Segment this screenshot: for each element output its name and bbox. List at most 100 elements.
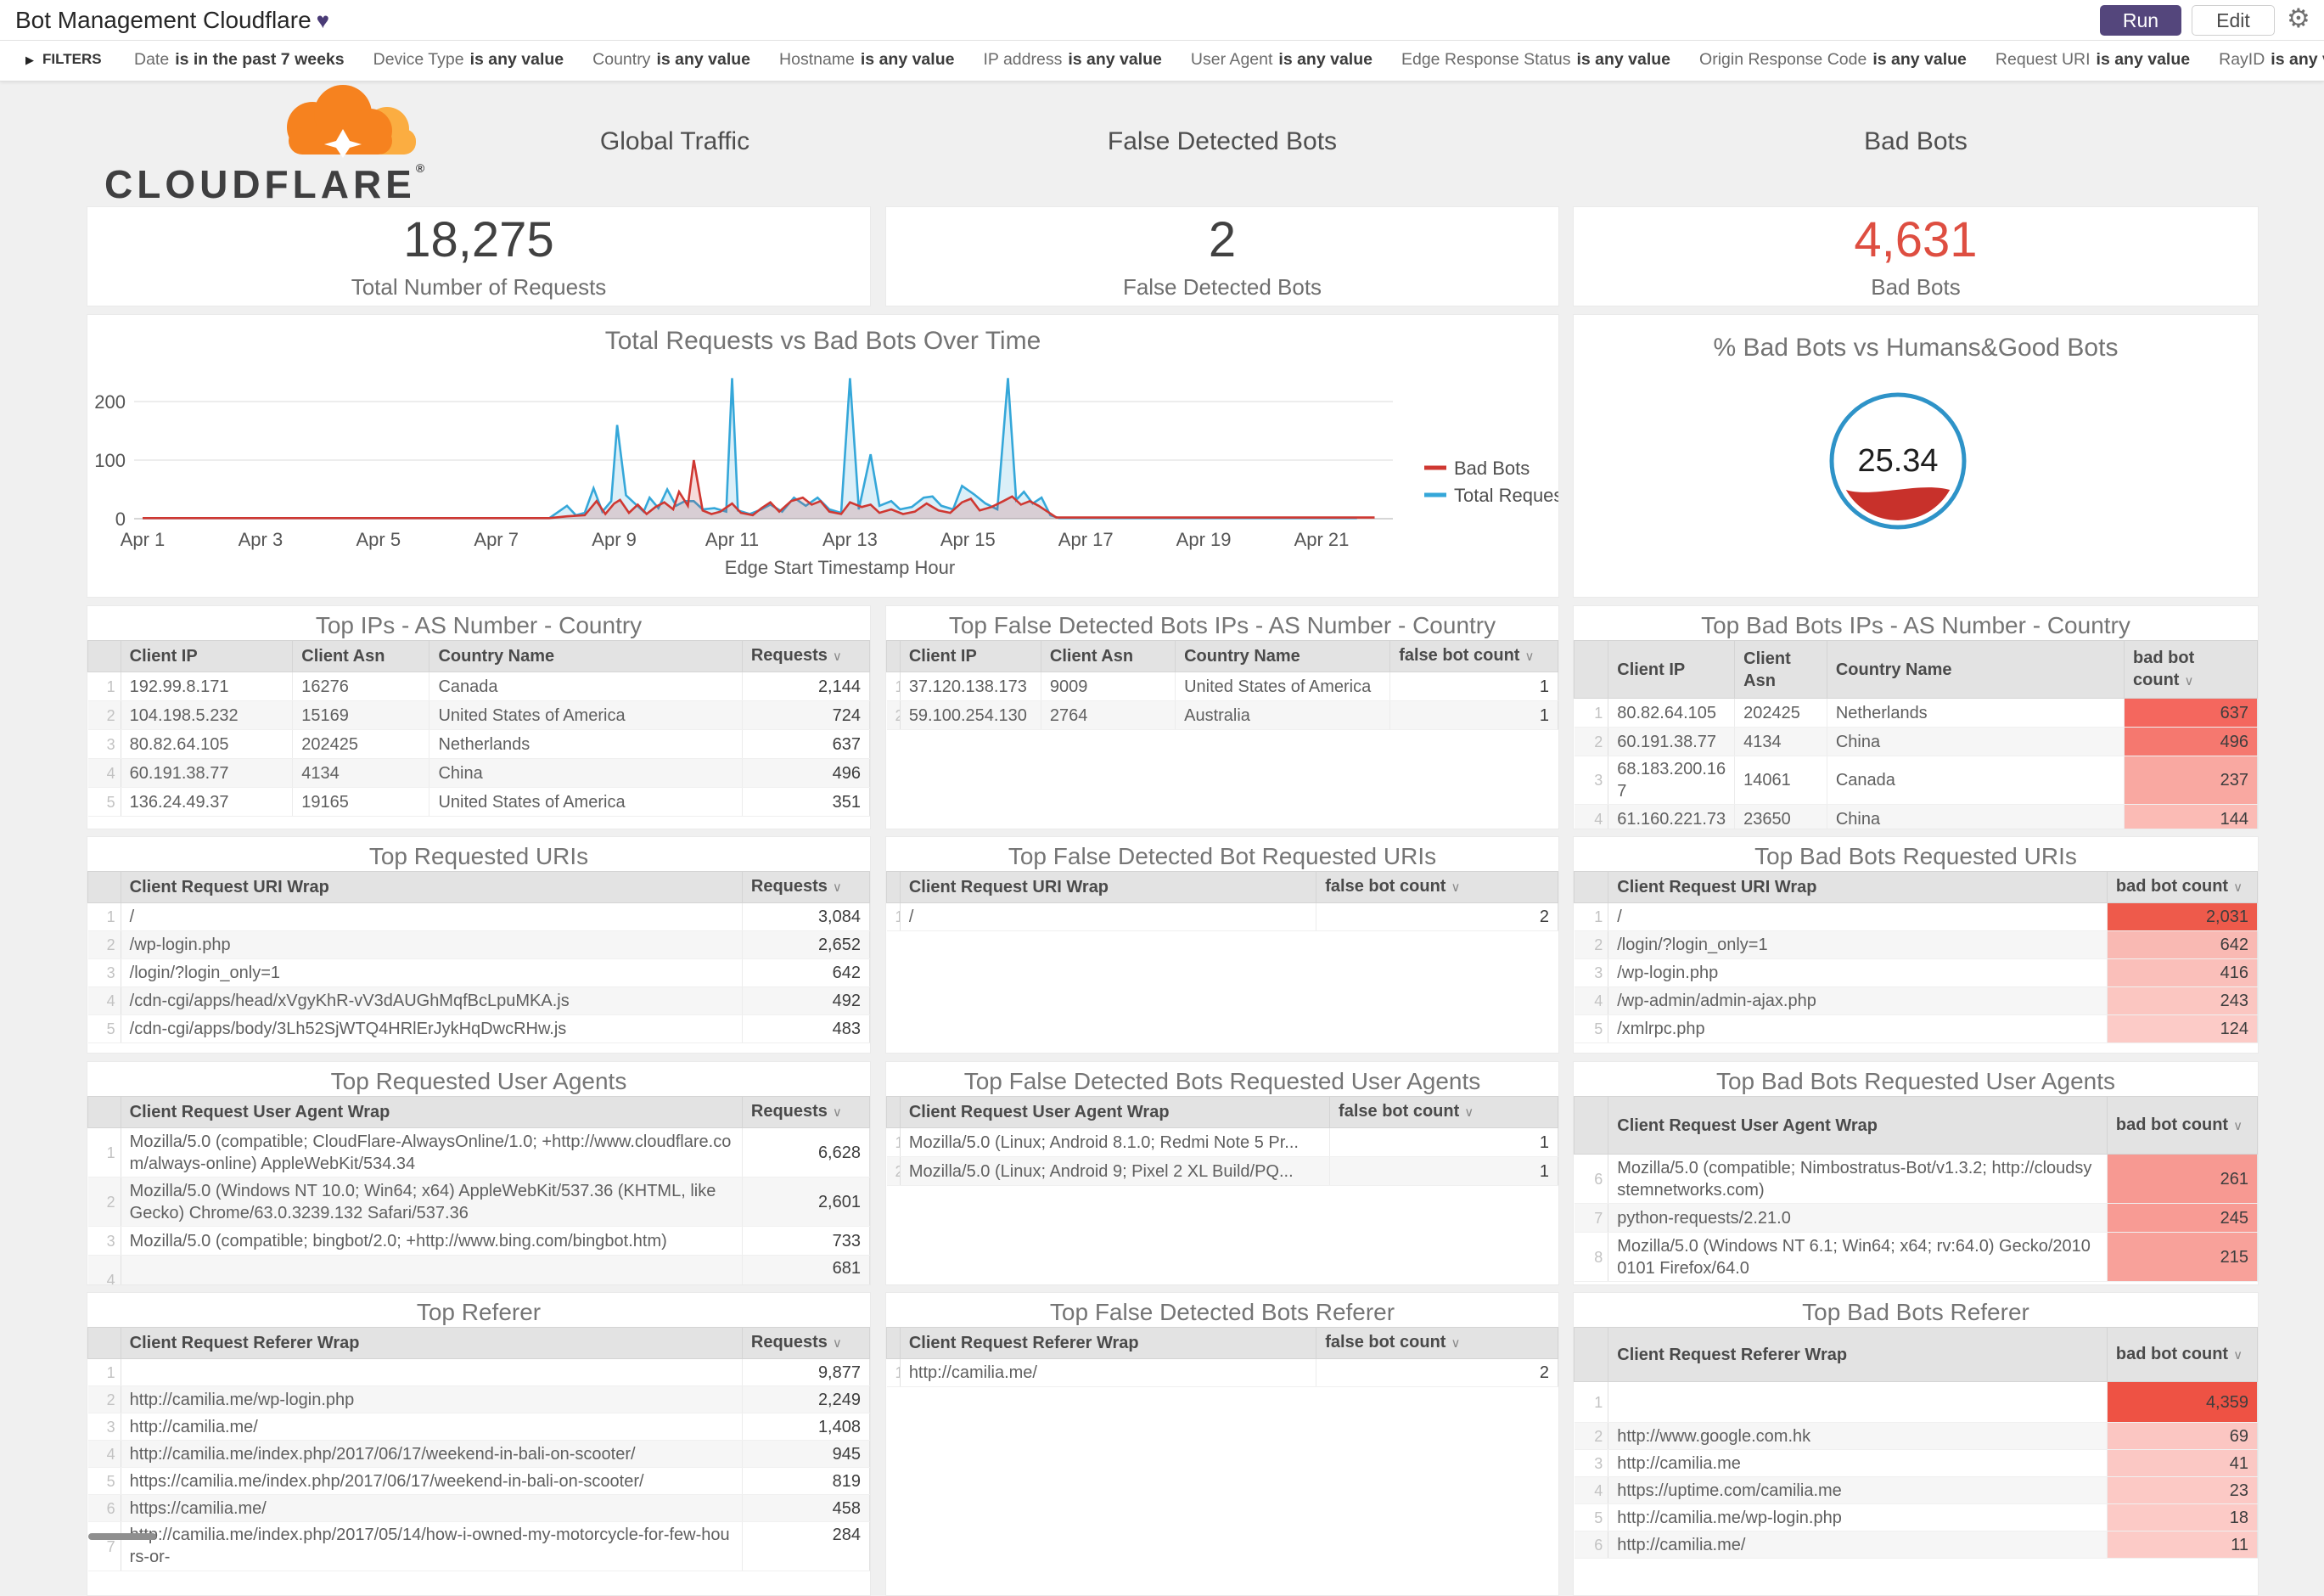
cell: 245 — [2106, 1203, 2258, 1233]
filter-chip[interactable]: User Agent is any value — [1190, 50, 1373, 69]
x-tick-label: Apr 15 — [940, 529, 996, 550]
row-number: 7 — [1574, 1203, 1609, 1233]
run-button[interactable]: Run — [2100, 5, 2181, 36]
cell: 61.160.221.73 — [1608, 804, 1736, 829]
table-row: 4 http://camilia.me/index.php/2017/06/17/… — [87, 1440, 870, 1468]
filter-chip[interactable]: Date is in the past 7 weeks — [134, 50, 345, 69]
column-header[interactable]: bad bot count ∨ — [2124, 640, 2258, 699]
cell: 60.191.38.77 — [1608, 727, 1736, 756]
table-title: Top Requested User Agents — [330, 1068, 627, 1094]
row-number: 3 — [87, 1413, 121, 1441]
cell: China — [1827, 804, 2125, 829]
table-row: 1http://camilia.me/2 — [886, 1358, 1558, 1387]
table-row: 1/3,084 — [87, 902, 870, 931]
filter-chip[interactable]: Request URI is any value — [1995, 50, 2191, 69]
cell: https://camilia.me/index.php/2017/06/17/… — [121, 1467, 743, 1495]
cell — [1608, 1381, 2108, 1423]
row-number: 5 — [87, 1014, 121, 1043]
row-number: 2 — [886, 1156, 901, 1186]
table-row: 2 60.191.38.77 4134 China 496 — [1574, 727, 2258, 756]
column-header[interactable]: Requests ∨ — [741, 640, 870, 672]
cell: 351 — [741, 787, 870, 817]
row-number: 2 — [886, 700, 901, 730]
sort-chevron-icon: ∨ — [1524, 649, 1535, 664]
table-row: 6 Mozilla/5.0 (compatible; Nimbostratus-B… — [1574, 1154, 2258, 1204]
row-number: 4 — [87, 1255, 121, 1284]
cell: 215 — [2106, 1232, 2258, 1282]
edit-button[interactable]: Edit — [2192, 5, 2275, 36]
cell: http://camilia.me/ — [1608, 1531, 2108, 1559]
section-title-bad-bots: Bad Bots — [1864, 127, 1968, 155]
table-top-user-agents: Top Requested User Agents Client Request … — [87, 1061, 871, 1285]
column-header: Country Name — [1175, 640, 1391, 672]
horizontal-scrollbar[interactable] — [88, 1533, 156, 1540]
filter-chip[interactable]: Hostname is any value — [779, 50, 955, 69]
cell: Netherlands — [429, 729, 743, 759]
column-header: Client Request User Agent Wrap — [899, 1096, 1331, 1128]
legend-item-total-requests[interactable]: Total Requests — [1454, 485, 1559, 506]
x-tick-label: Apr 21 — [1294, 529, 1350, 550]
cell: 1 — [1389, 672, 1558, 701]
column-header[interactable]: Requests ∨ — [741, 1096, 870, 1128]
row-number: 4 — [87, 1440, 121, 1468]
row-number: 2 — [1574, 1422, 1609, 1450]
column-header[interactable]: false bot count ∨ — [1316, 871, 1558, 903]
cell — [121, 1358, 743, 1386]
filter-chip[interactable]: Device Type is any value — [373, 50, 564, 69]
cell: 637 — [2124, 698, 2258, 728]
gear-icon[interactable]: ⚙ — [2287, 3, 2310, 33]
cell: 15169 — [292, 700, 430, 730]
column-header: Client Request URI Wrap — [1608, 871, 2108, 903]
table-row: 3 80.82.64.105 202425 Netherlands 637 — [87, 729, 870, 759]
y-tick-label: 200 — [94, 391, 126, 413]
cell: 2,031 — [2106, 902, 2258, 931]
cell: United States of America — [1175, 672, 1391, 701]
sort-chevron-icon: ∨ — [832, 1105, 842, 1120]
column-header[interactable]: Requests ∨ — [741, 1327, 870, 1359]
row-number: 5 — [1574, 1503, 1609, 1531]
cell: 496 — [2124, 727, 2258, 756]
cell: 416 — [2106, 958, 2258, 987]
table-row: 3 68.183.200.167 14061 Canada 237 — [1574, 756, 2258, 805]
filter-chip[interactable]: Origin Response Code is any value — [1699, 50, 1967, 69]
y-tick-label: 100 — [94, 450, 126, 471]
cell: /wp-login.php — [121, 930, 743, 959]
column-header[interactable]: false bot count ∨ — [1389, 640, 1558, 672]
table-row: 4 https://uptime.com/camilia.me 23 — [1574, 1476, 2258, 1504]
table-top-false-bot-uris: Top False Detected Bot Requested URIs Cli… — [885, 836, 1559, 1054]
column-header[interactable]: Requests ∨ — [741, 871, 870, 903]
column-header[interactable]: bad bot count ∨ — [2106, 1096, 2258, 1155]
cell: http://camilia.me/index.php/2017/06/17/w… — [121, 1440, 743, 1468]
row-number: 1 — [87, 902, 121, 931]
column-header[interactable]: bad bot count ∨ — [2106, 1327, 2258, 1382]
kpi-bad-bots: 4,631 Bad Bots — [1573, 206, 2259, 306]
filter-chip[interactable]: IP address is any value — [983, 50, 1162, 69]
sort-chevron-icon: ∨ — [1451, 1336, 1461, 1351]
column-header[interactable]: false bot count ∨ — [1316, 1327, 1558, 1359]
row-number-header — [87, 871, 121, 903]
table-row: 3 http://camilia.me 41 — [1574, 1449, 2258, 1477]
legend-item-bad-bots[interactable]: Bad Bots — [1454, 458, 1530, 479]
column-header[interactable]: false bot count ∨ — [1329, 1096, 1558, 1128]
row-number: 1 — [87, 1358, 121, 1386]
column-header[interactable]: bad bot count ∨ — [2106, 871, 2258, 903]
cell: 642 — [2106, 930, 2258, 959]
column-header: Client Request URI Wrap — [120, 871, 743, 903]
filter-chip[interactable]: Edge Response Status is any value — [1401, 50, 1671, 69]
filters-toggle[interactable]: ▶ FILTERS — [25, 51, 102, 67]
sort-chevron-icon: ∨ — [1451, 880, 1461, 895]
gauge-chart: 25.34 — [1829, 392, 1967, 530]
row-number: 1 — [1574, 1381, 1609, 1423]
cell: 136.24.49.37 — [121, 787, 294, 817]
row-number: 1 — [886, 672, 901, 701]
row-number-header — [886, 1327, 901, 1359]
row-number: 2 — [1574, 930, 1609, 959]
filter-chip[interactable]: Country is any value — [592, 50, 751, 69]
x-axis-title: Edge Start Timestamp Hour — [725, 557, 955, 578]
table-row: 2 Mozilla/5.0 (Windows NT 10.0; Win64; x6… — [87, 1177, 870, 1227]
line-chart: 0 100 200 Apr 1 Apr 3 Apr 5 Apr 7 Apr 9 Apr 11 Ap… — [87, 315, 1559, 597]
gauge-title: % Bad Bots vs Humans&Good Bots — [1713, 334, 2119, 362]
